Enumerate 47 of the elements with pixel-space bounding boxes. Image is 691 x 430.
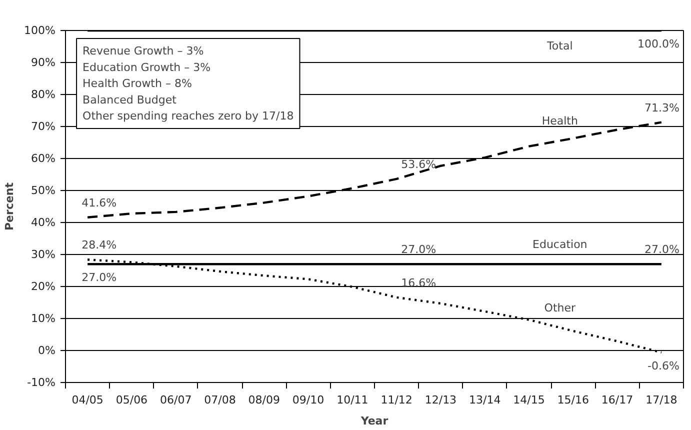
y-tick-label: 70% bbox=[31, 120, 56, 133]
x-tick-label: 14/15 bbox=[513, 394, 545, 406]
data-label: 100.0% bbox=[637, 38, 680, 50]
x-tick-label: 05/06 bbox=[116, 394, 148, 406]
x-tick-label: 07/08 bbox=[204, 394, 236, 406]
data-label: 41.6% bbox=[82, 196, 117, 210]
x-tick-label: 10/11 bbox=[336, 394, 368, 406]
data-label: 16.6% bbox=[401, 276, 436, 290]
series-label: Education bbox=[532, 238, 588, 252]
x-tick-label: 08/09 bbox=[248, 394, 280, 406]
y-tick-label: 30% bbox=[31, 248, 56, 261]
x-axis-title: Year bbox=[360, 414, 389, 428]
y-tick-label: 20% bbox=[31, 280, 56, 293]
x-tick-label: 12/13 bbox=[424, 394, 457, 406]
y-tick-label: 60% bbox=[31, 152, 56, 165]
x-tick-label: 09/10 bbox=[292, 394, 324, 406]
y-axis-title: Percent bbox=[3, 182, 16, 231]
annotation: Education Growth – 3% bbox=[82, 60, 211, 74]
data-label: 27.0% bbox=[82, 271, 117, 284]
x-tick-label: 13/14 bbox=[469, 394, 501, 406]
annotation: Revenue Growth – 3% bbox=[82, 44, 204, 58]
data-label: -0.6% bbox=[648, 359, 680, 372]
data-label: 27.0% bbox=[644, 243, 680, 256]
annotation: Balanced Budget bbox=[82, 93, 178, 106]
x-tick-label: 16/17 bbox=[601, 394, 634, 406]
x-tick-label: 06/07 bbox=[160, 394, 192, 406]
y-tick-label: 10% bbox=[31, 312, 56, 325]
y-tick-label: -10% bbox=[27, 376, 56, 389]
data-label: 71.3% bbox=[644, 101, 680, 114]
data-label: 53.6% bbox=[401, 158, 436, 171]
annotation: Other spending reaches zero by 17/18 bbox=[82, 110, 294, 122]
data-label: 27.0% bbox=[401, 243, 436, 256]
annotation: Health Growth – 8% bbox=[82, 77, 192, 90]
x-tick-label: 17/18 bbox=[646, 394, 678, 406]
data-label: 28.4% bbox=[82, 238, 117, 252]
x-tick-label: 11/12 bbox=[380, 394, 412, 406]
y-tick-label: 100% bbox=[24, 24, 56, 37]
y-tick-label: 0% bbox=[38, 344, 56, 357]
series-label: Other bbox=[544, 302, 576, 315]
y-tick-label: 90% bbox=[31, 56, 56, 69]
y-tick-label: 80% bbox=[31, 88, 56, 101]
series-label: Health bbox=[542, 114, 578, 128]
y-tick-label: 40% bbox=[31, 216, 56, 229]
x-tick-label: 04/05 bbox=[72, 394, 104, 406]
series-label: Total bbox=[546, 40, 573, 52]
x-tick-label: 15/16 bbox=[557, 394, 589, 406]
y-tick-label: 50% bbox=[31, 184, 56, 197]
